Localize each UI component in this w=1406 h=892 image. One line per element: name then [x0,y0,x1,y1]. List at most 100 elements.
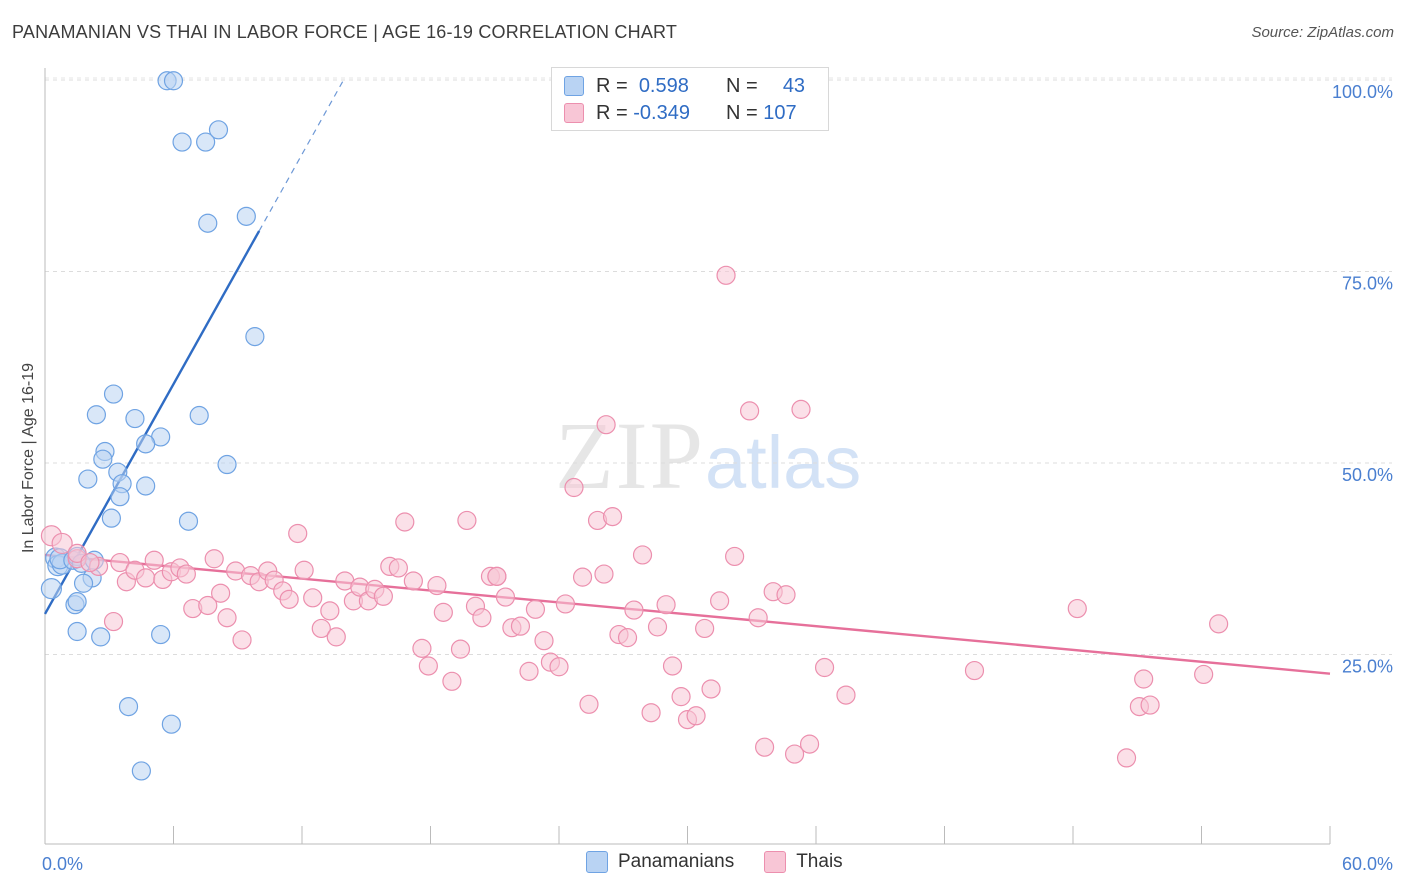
point-thais [1140,695,1160,715]
point-thais [964,660,985,681]
point-panamanians [163,71,184,91]
legend-n-value: 43 [782,74,806,97]
point-panamanians [196,132,216,152]
point-panamanians [217,454,237,475]
legend-n-label: N = [726,74,758,97]
point-thais [594,564,614,584]
point-thais [710,591,730,611]
y-tick-label: 75.0% [1342,274,1393,294]
point-panamanians [245,327,265,347]
point-thais [725,546,745,567]
point-thais [1209,614,1229,634]
point-thais [510,616,531,636]
y-axis-label: In Labor Force | Age 16-19 [20,363,37,553]
point-thais [232,630,252,650]
point-thais [596,415,616,435]
legend-r-value: 0.598 [638,74,689,97]
point-panamanians [91,627,111,647]
point-thais [1194,664,1214,685]
point-thais [198,595,218,616]
point-thais [701,679,721,699]
point-panamanians [86,405,107,425]
point-panamanians [67,592,87,612]
point-panamanians [73,573,94,593]
point-thais [624,600,644,620]
point-thais [525,599,546,619]
point-thais [549,657,569,677]
legend-row-panamanians: R = 0.598 N = 43 [564,74,805,98]
point-thais [472,608,492,628]
point-panamanians [151,624,171,645]
point-panamanians [172,132,192,152]
point-thais [799,734,820,754]
point-thais [776,585,796,605]
point-thais [487,566,507,586]
correlation-legend: R = 0.598 N = 43 R = -0.349 N = 107 [551,67,829,131]
point-thais [572,567,593,587]
point-thais [294,560,314,580]
trend-lines [43,77,1331,675]
point-thais [632,545,653,565]
point-panamanians [189,405,209,426]
point-thais [555,594,576,614]
point-thais [1116,748,1137,768]
point-thais [320,601,340,621]
point-thais [519,661,539,681]
point-thais [144,550,164,570]
point-panamanians [101,508,121,528]
series-swatch-thais [764,851,787,873]
series-label-panamanians: Panamanians [618,851,735,872]
chart-title: PANAMANIAN VS THAI IN LABOR FORCE | AGE … [12,22,678,42]
point-thais [395,512,415,532]
point-thais [211,583,231,603]
point-panamanians [136,434,156,454]
y-tick-label: 100.0% [1332,82,1393,102]
point-thais [662,656,683,676]
point-thais [450,639,471,659]
point-thais [754,737,775,757]
y-tick-label: 25.0% [1342,657,1393,677]
x-tick-label: 60.0% [1342,854,1393,874]
point-panamanians [67,621,87,642]
point-panamanians [118,696,139,717]
series-legend: Panamanians Thais [586,851,873,873]
point-thais [784,744,805,764]
point-thais [579,694,599,714]
point-thais [641,703,661,723]
point-thais [495,587,516,607]
point-panamanians [198,213,218,233]
series-legend-panamanians[interactable]: Panamanians [586,851,734,873]
x-tick-label: 0.0% [42,854,83,874]
axes [44,68,1331,845]
point-panamanians [178,511,199,531]
point-thais [740,401,760,421]
point-thais [388,558,408,578]
legend-n-label: N = [726,101,758,124]
point-thais [748,608,768,628]
point-thais [204,549,224,569]
point-panamanians [110,487,130,507]
point-thais [51,532,73,555]
point-thais [110,552,130,573]
point-panamanians [40,578,63,600]
legend-swatch-panamanians [564,76,584,96]
point-panamanians [103,384,124,404]
point-thais [1134,669,1154,689]
series-swatch-panamanians [586,851,608,873]
point-thais [303,588,323,608]
point-thais [534,631,554,651]
point-thais [412,638,432,658]
source-label: Source: ZipAtlas.com [1251,24,1394,41]
legend-r-label: R = [596,101,628,124]
point-thais [1067,598,1087,619]
series-legend-thais[interactable]: Thais [764,851,843,873]
legend-r-value: -0.349 [633,101,690,124]
point-panamanians [161,714,181,734]
point-thais [403,571,423,591]
trend-line-panamanians-projection [258,77,346,232]
point-thais [311,618,331,639]
point-thais [814,657,835,678]
data-points [40,71,1229,781]
point-thais [836,685,856,705]
